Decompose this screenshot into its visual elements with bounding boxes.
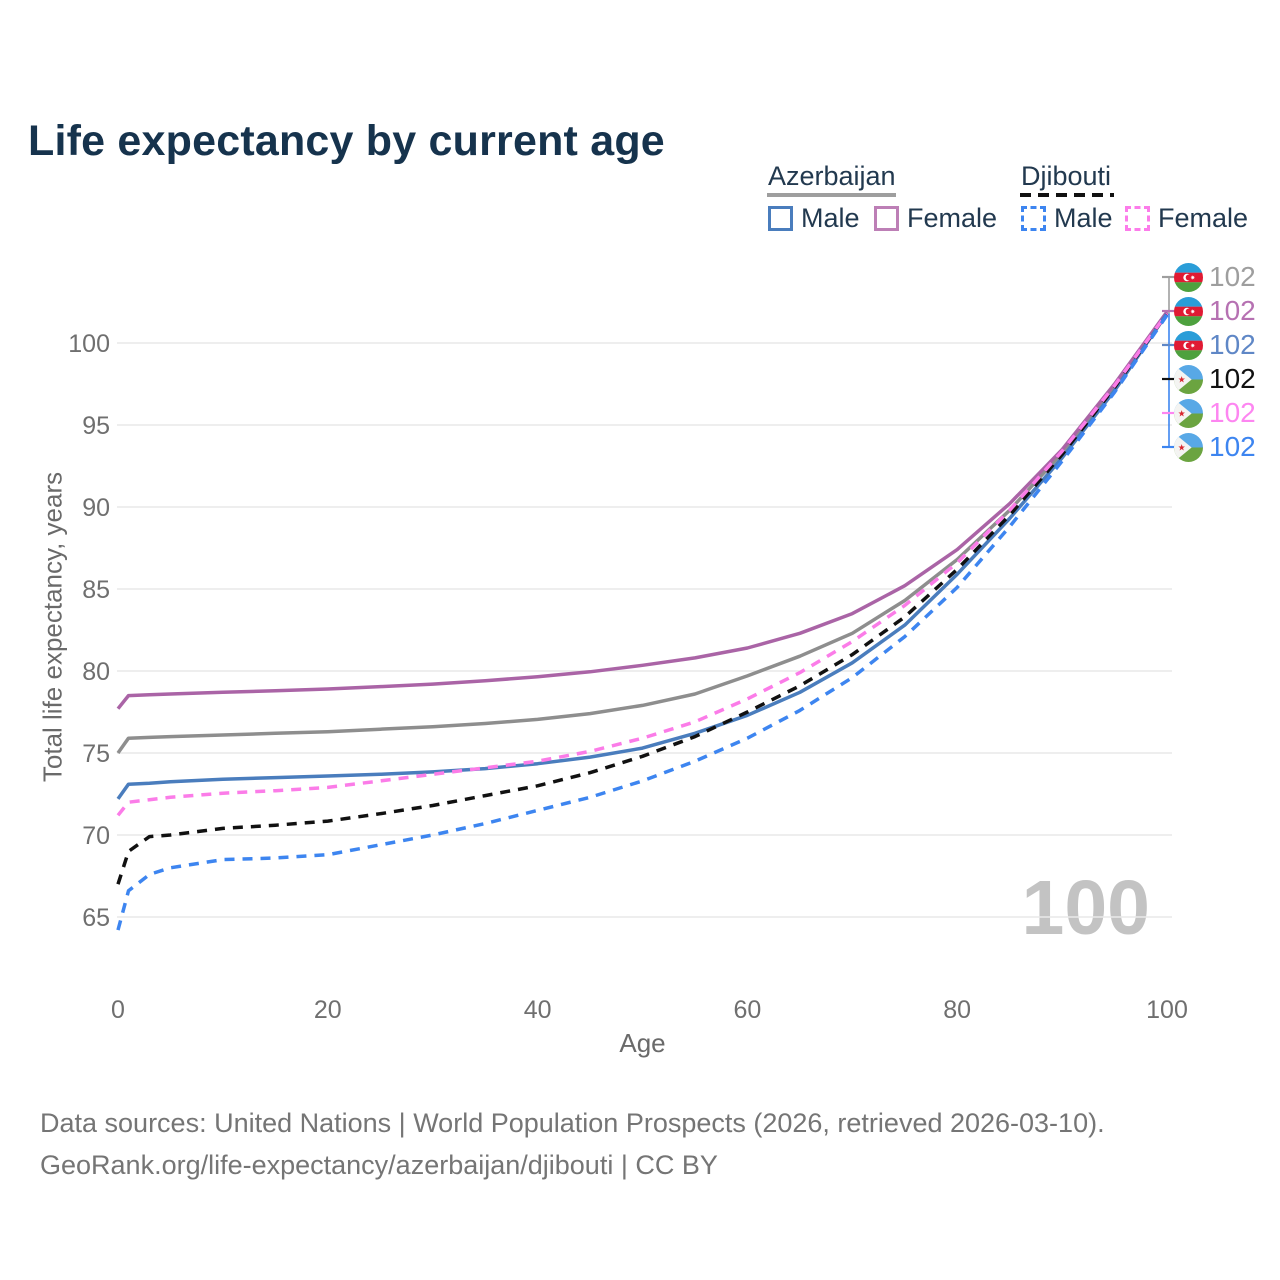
y-tick-70: 70: [82, 822, 110, 850]
legend-item-djibouti-female[interactable]: Female: [1158, 203, 1249, 233]
end-label-djibouti-total: 102: [1174, 363, 1256, 395]
legend-swatch-azerbaijan-female[interactable]: [874, 206, 899, 231]
legend-underline-azerbaijan: [767, 193, 896, 197]
x-axis-title: Age: [619, 1028, 666, 1058]
azerbaijan-flag-icon: [1174, 331, 1203, 360]
legend-group-djibouti[interactable]: Djibouti: [1021, 161, 1112, 191]
legend-swatch-djibouti-female[interactable]: [1125, 206, 1150, 231]
end-label-value: 102: [1209, 295, 1256, 326]
hovered-age-watermark: 100: [1021, 865, 1150, 951]
y-tick-85: 85: [82, 576, 110, 604]
y-tick-95: 95: [82, 412, 110, 440]
djibouti-flag-icon: [1174, 365, 1203, 394]
x-tick-40: 40: [524, 996, 552, 1024]
x-tick-0: 0: [111, 996, 125, 1024]
end-label-value: 102: [1209, 363, 1256, 394]
series-line-az-female[interactable]: [116, 310, 1169, 710]
y-tick-75: 75: [82, 740, 110, 768]
end-label-djibouti-male: 102: [1174, 431, 1256, 463]
end-label-azerbaijan-total: 102: [1174, 261, 1256, 293]
x-tick-100: 100: [1146, 996, 1188, 1024]
y-tick-100: 100: [68, 330, 110, 358]
end-label-djibouti-female: 102: [1174, 397, 1256, 429]
end-label-azerbaijan-male: 102: [1174, 329, 1256, 361]
end-label-value: 102: [1209, 329, 1256, 360]
legend-underline-djibouti: [1020, 193, 1114, 197]
series-line-az-male[interactable]: [116, 312, 1169, 800]
series-line-dj-female[interactable]: [116, 312, 1169, 817]
footer-data-sources: Data sources: United Nations | World Pop…: [40, 1108, 1105, 1138]
djibouti-flag-icon: [1174, 433, 1203, 462]
x-tick-60: 60: [733, 996, 761, 1024]
legend-swatch-azerbaijan-male[interactable]: [768, 206, 793, 231]
footer-attribution: GeoRank.org/life-expectancy/azerbaijan/d…: [40, 1150, 718, 1180]
end-label-value: 102: [1209, 397, 1256, 428]
legend-item-djibouti-male[interactable]: Male: [1054, 203, 1113, 233]
y-axis-title: Total life expectancy, years: [37, 471, 68, 783]
x-tick-80: 80: [943, 996, 971, 1024]
chart-title: Life expectancy by current age: [28, 116, 665, 165]
legend-item-azerbaijan-female[interactable]: Female: [907, 203, 998, 233]
series-line-dj-total[interactable]: [116, 312, 1169, 885]
djibouti-flag-icon: [1174, 399, 1203, 428]
legend-item-azerbaijan-male[interactable]: Male: [801, 203, 860, 233]
end-label-value: 102: [1209, 261, 1256, 292]
y-tick-90: 90: [82, 494, 110, 522]
azerbaijan-flag-icon: [1174, 297, 1203, 326]
series-line-dj-male[interactable]: [116, 314, 1169, 931]
azerbaijan-flag-icon: [1174, 263, 1203, 292]
x-tick-20: 20: [314, 996, 342, 1024]
y-tick-80: 80: [82, 658, 110, 686]
end-label-azerbaijan-female: 102: [1174, 295, 1256, 327]
y-tick-65: 65: [82, 904, 110, 932]
legend-swatch-djibouti-male[interactable]: [1021, 206, 1046, 231]
series-line-az-total[interactable]: [116, 312, 1169, 755]
legend-group-azerbaijan[interactable]: Azerbaijan: [768, 161, 896, 191]
end-label-value: 102: [1209, 431, 1256, 462]
